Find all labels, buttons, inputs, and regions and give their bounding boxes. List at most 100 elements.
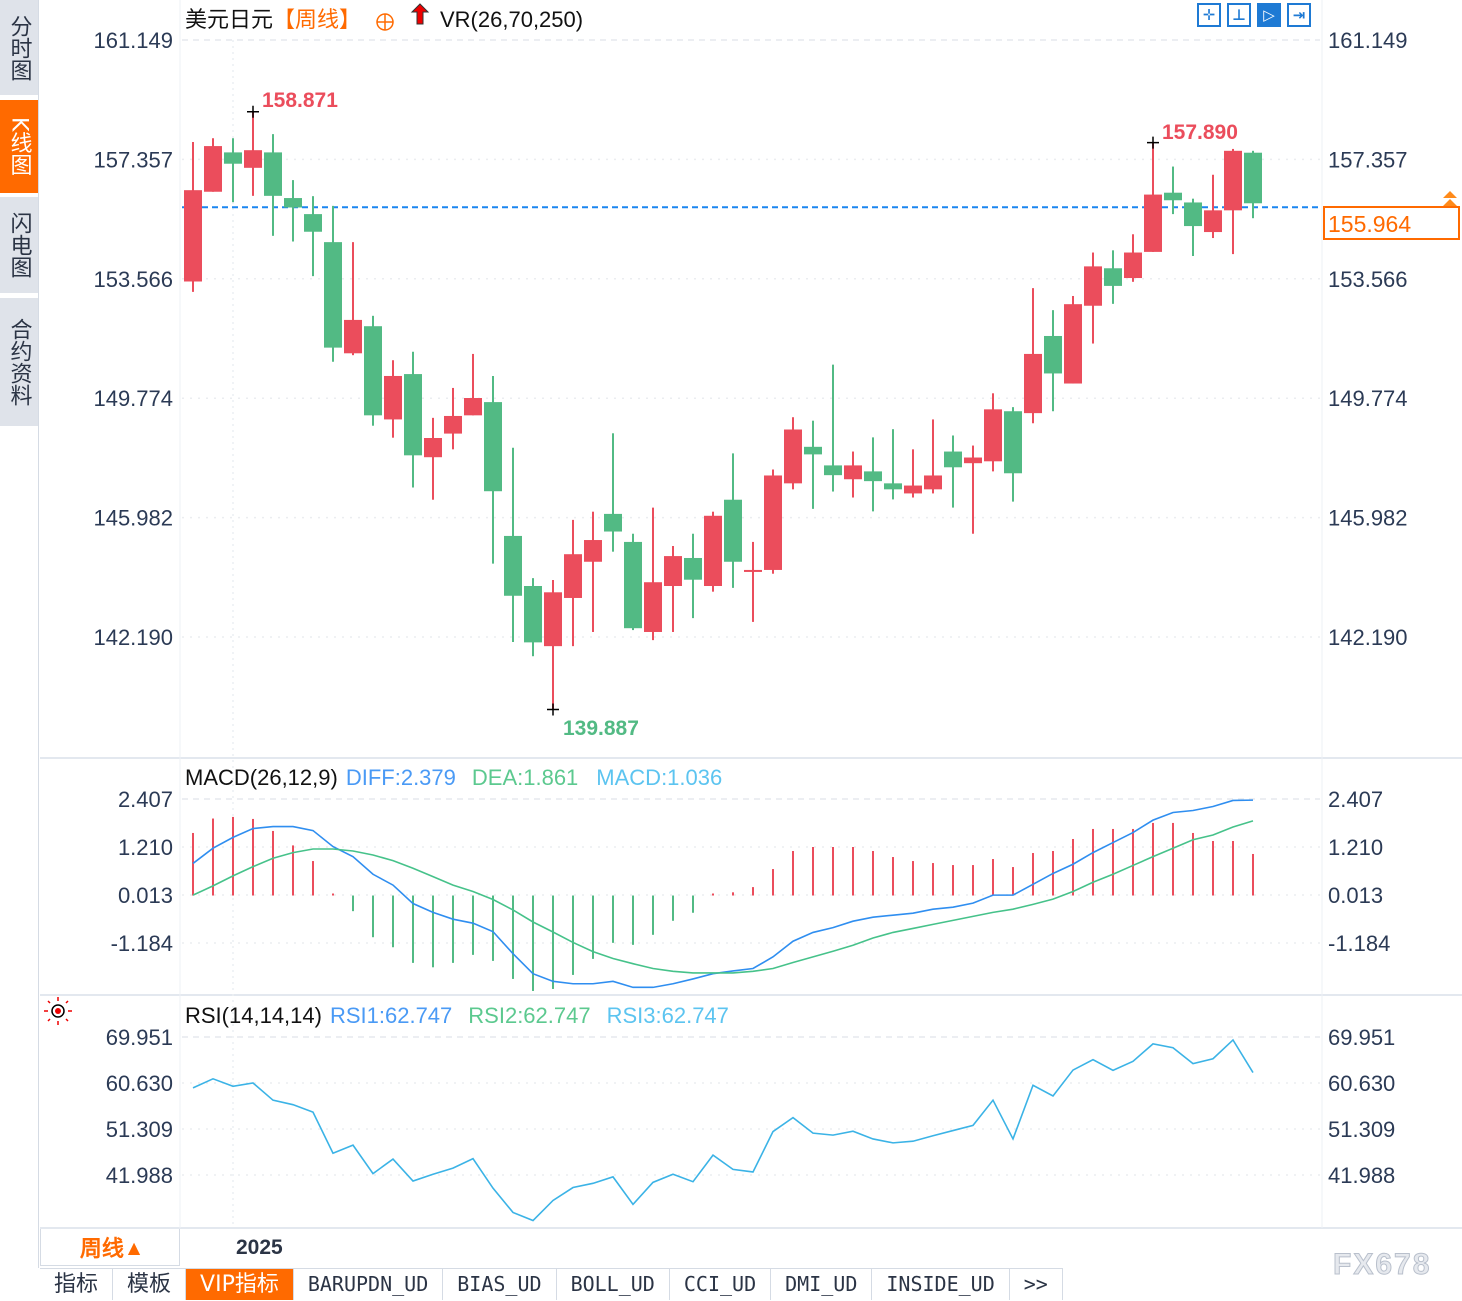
vr-indicator-label[interactable]: VR(26,70,250): [440, 7, 583, 32]
x-axis-year-label: 2025: [236, 1236, 283, 1259]
candle-up: [1064, 304, 1082, 384]
rsi-title: RSI(14,14,14): [185, 1003, 322, 1028]
price-tick-left: 149.774: [93, 386, 173, 411]
sidebar-item-intraday[interactable]: 分时图: [0, 0, 38, 95]
candle-down: [1104, 268, 1122, 286]
candle-up: [984, 409, 1002, 462]
tab-barupdn[interactable]: BARUPDN_UD: [294, 1269, 444, 1300]
crosshair-icon[interactable]: ✛: [1197, 3, 1221, 27]
price-tick-right: 149.774: [1328, 386, 1408, 411]
candle-up: [664, 556, 682, 587]
rsi-header: RSI(14,14,14) RSI1:62.747 RSI2:62.747 RSI3:…: [185, 1003, 729, 1028]
macd-header: MACD(26,12,9) DIFF:2.379 DEA:1.861 MACD:1.0…: [185, 765, 722, 790]
rsi-tick-left: 69.951: [106, 1025, 173, 1050]
candle-up: [1224, 150, 1242, 211]
macd-value-label: MACD:1.036: [596, 765, 722, 790]
candle-down: [404, 374, 422, 456]
candle-down: [824, 465, 842, 476]
candle-down: [484, 402, 502, 492]
price-tick-right: 153.566: [1328, 267, 1408, 292]
candle-up: [744, 569, 762, 572]
tab-vip-indicators[interactable]: VIP指标: [186, 1269, 294, 1300]
jump-to-end-icon[interactable]: ⇥: [1287, 3, 1311, 27]
candle-up: [344, 319, 362, 354]
arrow-up-icon[interactable]: [410, 3, 430, 25]
macd-tick-right: -1.184: [1328, 931, 1390, 956]
sidebar-item-kline[interactable]: K线图: [0, 100, 38, 193]
macd-tick-left: 0.013: [118, 883, 173, 908]
extreme-marker-cross: [1147, 136, 1159, 149]
candle-down: [804, 446, 822, 455]
candle-down: [604, 513, 622, 532]
candle-down: [864, 471, 882, 482]
sidebar-item-flash[interactable]: 闪电图: [0, 197, 38, 293]
header-line: 美元日元【周线】: [185, 8, 361, 33]
price-tick-left: 145.982: [93, 506, 173, 531]
candle-down: [724, 499, 742, 562]
dea-line: [192, 820, 1254, 974]
high-price-label: 158.871: [262, 89, 338, 112]
tab-more[interactable]: >>: [1010, 1269, 1063, 1300]
watermark-logo: FX678: [1332, 1248, 1432, 1282]
rsi2-label: RSI2:62.747: [468, 1003, 590, 1028]
tab-indicators[interactable]: 指标: [40, 1269, 114, 1300]
price-tick-right: 161.149: [1328, 28, 1408, 53]
period-label: 【周线】: [273, 8, 361, 33]
candle-up: [1204, 210, 1222, 233]
candle-up: [964, 457, 982, 464]
add-indicator-icon[interactable]: [376, 13, 394, 31]
candle-down: [1244, 152, 1262, 204]
play-forward-icon[interactable]: ▷: [1257, 3, 1281, 27]
axis-ticks: 161.149 161.149 157.357 157.357 153.566 153.5…: [93, 28, 1407, 1188]
candle-down: [1164, 192, 1182, 201]
candle-up: [564, 554, 582, 598]
candle-down: [1184, 202, 1202, 227]
tab-templates[interactable]: 模板: [113, 1269, 187, 1300]
last-price-box: [1323, 206, 1460, 240]
candle-up: [1084, 266, 1102, 306]
candle-up: [244, 150, 262, 168]
candle-down: [324, 242, 342, 348]
candle-up: [464, 398, 482, 416]
macd-tick-right: 1.210: [1328, 835, 1383, 860]
double-chevron-up-icon[interactable]: [1443, 191, 1457, 206]
price-tick-left: 161.149: [93, 28, 173, 53]
period-selector-label: 周线: [79, 1237, 124, 1262]
range-select-icon[interactable]: ⊥: [1227, 3, 1251, 27]
candle-up: [844, 465, 862, 480]
rsi-tick-left: 60.630: [106, 1071, 173, 1096]
candle-down: [364, 326, 382, 416]
candle-up: [1024, 353, 1042, 414]
rsi1-label: RSI1:62.747: [330, 1003, 452, 1028]
rsi-tick-left: 41.988: [106, 1163, 173, 1188]
macd-tick-right: 0.013: [1328, 883, 1383, 908]
candle-up: [704, 515, 722, 587]
tab-inside[interactable]: INSIDE_UD: [872, 1269, 1010, 1300]
low-price-label: 139.887: [563, 717, 639, 740]
symbol-name: 美元日元: [185, 8, 273, 33]
tab-bias[interactable]: BIAS_UD: [443, 1269, 557, 1300]
candle-up: [584, 540, 602, 562]
tab-cci[interactable]: CCI_UD: [670, 1269, 772, 1300]
settings-sun-icon[interactable]: [44, 997, 72, 1025]
extreme-marker-cross: [547, 703, 559, 716]
candle-up: [424, 438, 442, 458]
tab-boll[interactable]: BOLL_UD: [557, 1269, 670, 1300]
rsi-tick-right: 51.309: [1328, 1117, 1395, 1142]
sidebar-item-contract-info[interactable]: 合约资料: [0, 298, 38, 426]
candle-up: [924, 475, 942, 490]
candle-up: [204, 146, 222, 192]
candle-down: [944, 451, 962, 468]
period-selector[interactable]: 周线 ▲: [40, 1229, 180, 1266]
candle-down: [504, 535, 522, 596]
candle-up: [784, 429, 802, 484]
candle-down: [284, 198, 302, 208]
candle-down: [1004, 411, 1022, 474]
left-sidebar: 分时图 K线图 闪电图 合约资料: [0, 0, 39, 1268]
triangle-up-icon: ▲: [127, 1237, 141, 1257]
tab-dmi[interactable]: DMI_UD: [771, 1269, 873, 1300]
candle-up: [444, 415, 462, 434]
macd-tick-left: -1.184: [111, 931, 173, 956]
macd-tick-left: 2.407: [118, 787, 173, 812]
